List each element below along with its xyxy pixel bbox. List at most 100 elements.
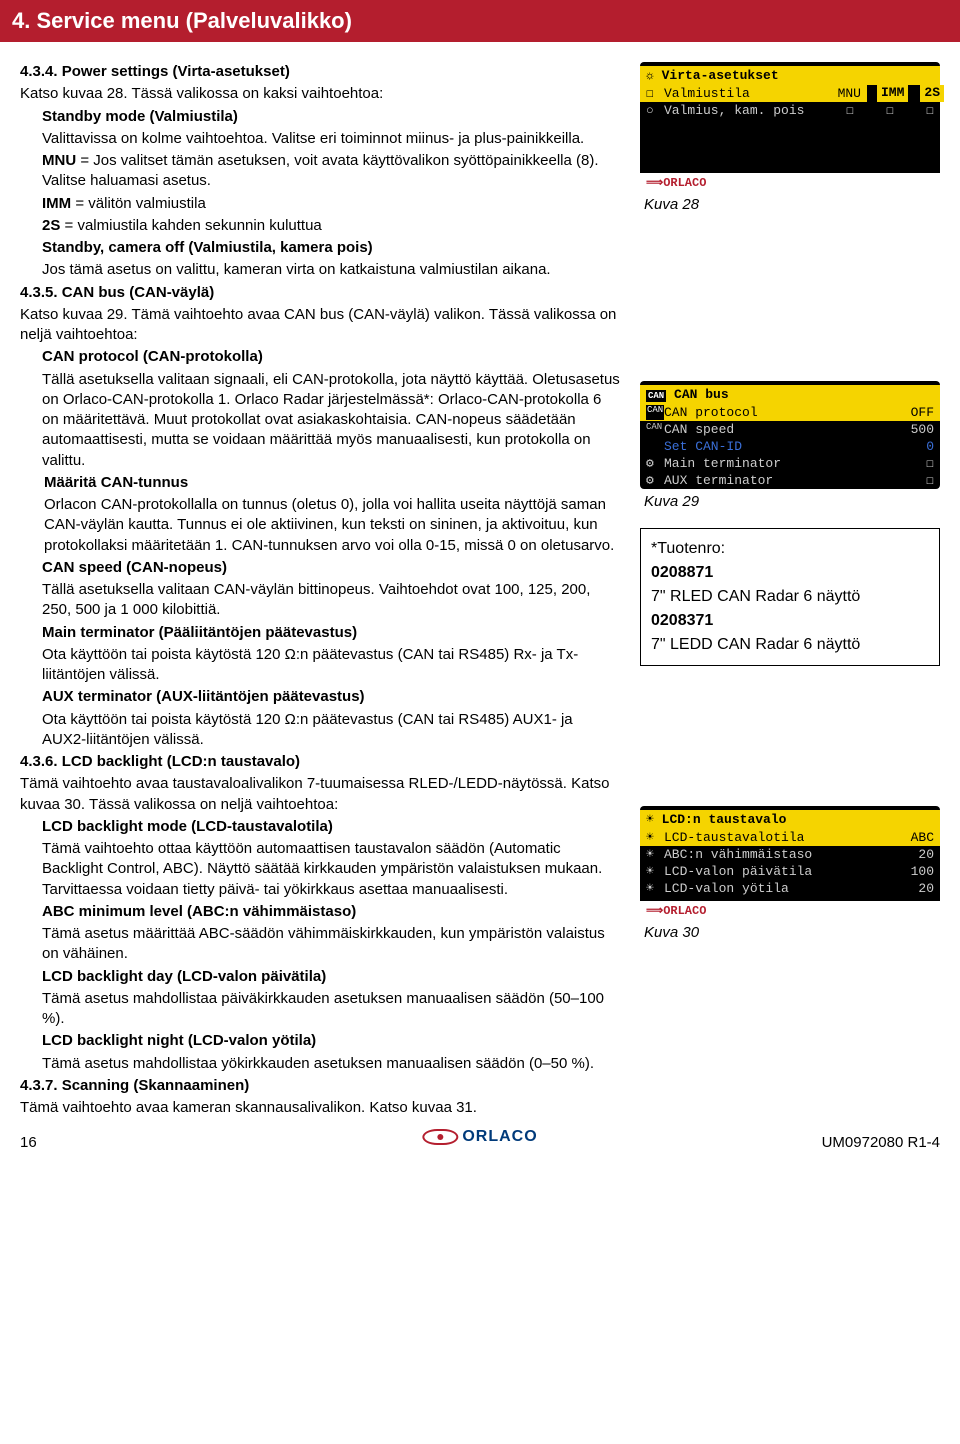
lcd-night-label: LCD backlight night (LCD-valon yötila): [42, 1031, 620, 1051]
row-label: LCD-valon yötila: [664, 881, 894, 896]
circle-icon: ○: [646, 103, 664, 118]
standby-mode-text: Valittavissa on kolme vaihtoehtoa. Valit…: [42, 129, 620, 149]
aux-term-text: Ota käyttöön tai poista käytöstä 120 Ω:n…: [42, 710, 620, 751]
dev30-row1: ☀ LCD-taustavalotila ABC: [640, 829, 940, 846]
sun-icon: ☀: [646, 881, 664, 896]
row-value: ☐: [894, 103, 934, 118]
row-value: ☐: [814, 103, 854, 118]
dev30-row2: ☀ ABC:n vähimmäistaso 20: [640, 846, 940, 863]
mnu-line: MNU = Jos valitset tämän asetuksen, voit…: [42, 151, 620, 192]
dev28-tags: IMM 2S: [871, 85, 944, 102]
product-1-number: 0208871: [651, 561, 929, 585]
lcd-mode-label: LCD backlight mode (LCD-taustavalotila): [42, 817, 620, 837]
dev30-title: LCD:n taustavalo: [662, 812, 787, 827]
blank-icon: [646, 439, 664, 454]
caption-28: Kuva 28: [644, 196, 940, 213]
orlaco-bar: ⟹ORLACO: [640, 173, 940, 192]
p-437-text: Tämä vaihtoehto avaa kameran skannausali…: [20, 1098, 620, 1118]
heading-437: 4.3.7. Scanning (Skannaaminen): [20, 1076, 620, 1096]
product-2-desc: 7" LEDD CAN Radar 6 näyttö: [651, 633, 929, 657]
txt: Tässä valikossa on kaksi vaihtoehtoa:: [128, 85, 384, 102]
device-screenshot-28: ☼ Virta-asetukset ☐ Valmiustila MNU IMM …: [640, 62, 940, 192]
orlaco-bar: ⟹ORLACO: [640, 901, 940, 920]
p-435-l1: Katso kuvaa 29. Tämä vaihtoehto avaa CAN…: [20, 305, 620, 346]
row-label: LCD-taustavalotila: [664, 830, 894, 845]
dev30-row4: ☀ LCD-valon yötila 20: [640, 880, 940, 897]
abc-text: Tämä asetus määrittää ABC-säädön vähimmä…: [42, 924, 620, 965]
heading-435: 4.3.5. CAN bus (CAN-väylä): [20, 283, 620, 303]
txt: Katso kuvaa 28.: [20, 85, 128, 102]
row-value: 0: [894, 439, 934, 454]
product-numbers-box: *Tuotenro: 0208871 7" RLED CAN Radar 6 n…: [640, 528, 940, 666]
lcd-night-text: Tämä asetus mahdollistaa yökirkkauden as…: [42, 1054, 620, 1074]
orlaco-logo: ORLACO: [422, 1128, 537, 1146]
row-label: LCD-valon päivätila: [664, 864, 894, 879]
row-value: ☐: [894, 473, 934, 488]
can-protocol-text: Tällä asetuksella valitaan signaali, eli…: [42, 370, 620, 471]
row-value: 20: [894, 881, 934, 896]
checkbox-icon: ☐: [646, 86, 664, 101]
standby-off-text: Jos tämä asetus on valittu, kameran virt…: [42, 260, 620, 280]
row-label: Valmiustila: [664, 86, 821, 101]
imm-text: = välitön valmiustila: [71, 195, 206, 212]
standby-off-label: Standby, camera off (Valmiustila, kamera…: [42, 238, 620, 258]
orlaco-brand-text: ORLACO: [462, 1128, 537, 1145]
dev29-title: CAN bus: [674, 387, 729, 402]
gear-icon: ⚙: [646, 473, 664, 488]
row-value: 100: [894, 864, 934, 879]
row-value: 20: [894, 847, 934, 862]
row-label: Main terminator: [664, 456, 894, 471]
row-label: Set CAN-ID: [664, 439, 894, 454]
row-value: ☐: [854, 103, 894, 118]
row-label: Valmius, kam. pois: [664, 103, 814, 118]
tag-imm: IMM: [877, 85, 908, 102]
heading-434: 4.3.4. Power settings (Virta-asetukset): [20, 62, 620, 82]
device-screenshot-30: ☀ LCD:n taustavalo ☀ LCD-taustavalotila …: [640, 806, 940, 920]
s2-text: = valmiustila kahden sekunnin kuluttua: [60, 217, 321, 234]
gear-icon: ⚙: [646, 456, 664, 471]
s2-label: 2S: [42, 217, 60, 234]
p-436-l1: Tämä vaihtoehto avaa taustavaloalivaliko…: [20, 774, 620, 815]
caption-29: Kuva 29: [644, 493, 940, 510]
lcd-mode-text: Tämä vaihtoehto ottaa käyttöön automaatt…: [42, 839, 620, 900]
can-id-text: Orlacon CAN-protokollalla on tunnus (ole…: [44, 495, 620, 556]
page-number: 16: [20, 1134, 37, 1151]
caption-30: Kuva 30: [644, 924, 940, 941]
section-header: 4. Service menu (Palveluvalikko): [0, 0, 960, 42]
row-value: MNU: [821, 86, 861, 101]
right-column: ☼ Virta-asetukset ☐ Valmiustila MNU IMM …: [640, 62, 940, 1120]
dev29-row1: CAN CAN protocol OFF: [640, 404, 940, 421]
row-value: OFF: [894, 405, 934, 420]
dev29-row2: CAN CAN speed 500: [640, 421, 940, 438]
abc-label: ABC minimum level (ABC:n vähimmäistaso): [42, 902, 620, 922]
row-value: ABC: [894, 830, 934, 845]
mnu-text: = Jos valitset tämän asetuksen, voit ava…: [42, 152, 599, 189]
dev29-row3: Set CAN-ID 0: [640, 438, 940, 455]
can-icon: CAN: [646, 405, 664, 420]
dev29-title-row: CAN CAN bus: [640, 385, 940, 404]
sun-icon: ☀: [646, 830, 664, 845]
dev29-row5: ⚙ AUX terminator ☐: [640, 472, 940, 489]
s2-line: 2S = valmiustila kahden sekunnin kuluttu…: [42, 216, 620, 236]
can-speed-label: CAN speed (CAN-nopeus): [42, 558, 620, 578]
can-id-label: Määritä CAN-tunnus: [44, 473, 620, 493]
tag-2s: 2S: [920, 85, 944, 102]
lcd-day-label: LCD backlight day (LCD-valon päivätila): [42, 967, 620, 987]
device-screenshot-29: CAN CAN bus CAN CAN protocol OFF CAN CAN…: [640, 381, 940, 489]
row-label: AUX terminator: [664, 473, 894, 488]
row-label: CAN protocol: [664, 405, 894, 420]
dev30-title-row: ☀ LCD:n taustavalo: [640, 810, 940, 829]
sun-icon: ☀: [646, 847, 664, 862]
mnu-label: MNU: [42, 152, 76, 169]
main-term-label: Main terminator (Pääliitäntöjen päätevas…: [42, 623, 620, 643]
main-term-text: Ota käyttöön tai poista käytöstä 120 Ω:n…: [42, 645, 620, 686]
p-434-l1: Katso kuvaa 28. Tässä valikossa on kaksi…: [20, 84, 620, 104]
sun-icon: ☀: [646, 864, 664, 879]
product-2-number: 0208371: [651, 609, 929, 633]
row-value: 500: [894, 422, 934, 437]
imm-label: IMM: [42, 195, 71, 212]
lcd-day-text: Tämä asetus mahdollistaa päiväkirkkauden…: [42, 989, 620, 1030]
product-star: *Tuotenro:: [651, 537, 929, 561]
dev28-row1: ☐ Valmiustila MNU: [640, 85, 867, 102]
heading-436: 4.3.6. LCD backlight (LCD:n taustavalo): [20, 752, 620, 772]
